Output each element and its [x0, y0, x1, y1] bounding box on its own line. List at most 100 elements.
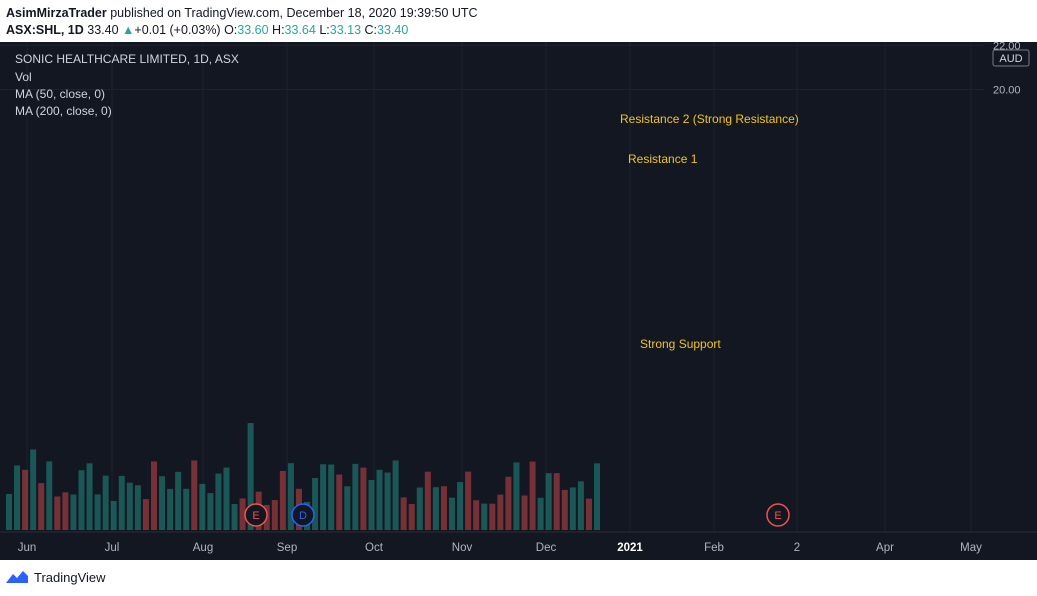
volume-bar	[376, 469, 383, 530]
legend-title: SONIC HEALTHCARE LIMITED, 1D, ASX	[15, 52, 239, 66]
volume-bar	[336, 474, 343, 530]
high-value: 33.64	[284, 23, 316, 37]
publish-info: AsimMirzaTrader published on TradingView…	[6, 6, 478, 20]
currency-label: AUD	[999, 53, 1022, 65]
x-tick-label: Jul	[105, 542, 120, 554]
x-tick-label: 2021	[617, 542, 643, 554]
annotation-resistance-2: Resistance 2 (Strong Resistance)	[620, 112, 799, 126]
volume-bar	[553, 473, 560, 530]
footer-brand[interactable]: TradingView	[34, 570, 106, 585]
volume-bar	[215, 473, 222, 530]
volume-bar	[86, 463, 93, 530]
volume-bar	[537, 497, 544, 530]
x-tick-label: Apr	[876, 542, 894, 554]
x-tick-label: Dec	[536, 542, 557, 554]
volume-bar	[569, 487, 576, 530]
annotation-resistance-1: Resistance 1	[628, 152, 698, 166]
x-tick-label: Sep	[277, 542, 297, 554]
x-tick-label: Oct	[365, 542, 384, 554]
volume-bar	[279, 470, 286, 530]
volume-bar	[545, 473, 552, 530]
volume-bar	[505, 476, 512, 530]
earnings-icon	[766, 503, 790, 527]
time-axis[interactable]: Jun Jul Aug Sep Oct Nov Dec 2021 Feb 2 Apr May	[0, 531, 1037, 554]
x-tick-label: May	[960, 542, 982, 554]
volume-bar	[134, 485, 141, 530]
volume-bar	[449, 497, 456, 530]
volume-bar	[529, 461, 536, 530]
volume-bar	[159, 476, 166, 530]
symbol-label: ASX:SHL, 1D	[6, 23, 84, 37]
volume-bar	[320, 464, 327, 530]
price-chart[interactable]: 36.7434.7233.4032.0631.3527.3126.4820.00…	[0, 42, 1037, 560]
volume-bar	[360, 467, 367, 530]
volume-bar	[30, 449, 37, 530]
volume-bar	[489, 503, 496, 530]
volume-bar	[328, 464, 335, 530]
volume-bar	[368, 480, 375, 530]
volume-bar	[247, 423, 254, 530]
legend-ma50: MA (50, close, 0)	[15, 87, 106, 101]
volume-bar	[594, 463, 600, 530]
volume-bar	[481, 503, 488, 530]
volume-bar	[70, 494, 77, 530]
volume-bar	[46, 461, 53, 530]
high-label: H:	[272, 23, 285, 37]
author-name[interactable]: AsimMirzaTrader	[6, 6, 107, 20]
volume-bar	[118, 475, 125, 530]
low-value: 33.13	[329, 23, 362, 37]
volume-bar	[38, 483, 45, 530]
volume-bar	[78, 470, 85, 530]
volume-bar	[271, 500, 278, 530]
last-price: 33.40	[87, 23, 119, 37]
volume-bar	[521, 495, 528, 530]
close-value: 33.40	[377, 23, 409, 37]
volume-bar	[239, 498, 246, 530]
volume-bar	[167, 488, 174, 530]
volume-bar	[287, 463, 294, 530]
ohlc-line: ASX:SHL, 1D 33.40 ▲+0.01 (+0.03%) O:33.6…	[6, 23, 408, 37]
annotation-strong-support: Strong Support	[640, 337, 721, 351]
volume-bar	[22, 469, 29, 530]
volume-bar	[400, 497, 407, 530]
volume-bar	[408, 504, 415, 530]
volume-bar	[440, 486, 447, 530]
legend-ma200: MA (200, close, 0)	[15, 104, 112, 118]
x-tick-label: 2	[794, 542, 800, 554]
volume-bar	[457, 482, 464, 530]
event-label: D	[299, 510, 307, 522]
volume-bar	[473, 500, 480, 530]
volume-bar	[14, 465, 21, 530]
volume-bar	[344, 486, 351, 530]
volume-bar	[416, 487, 423, 530]
volume-bar	[312, 477, 319, 530]
publish-header: AsimMirzaTrader published on TradingView…	[0, 0, 1037, 42]
volume-bar	[207, 493, 214, 530]
x-tick-label: Nov	[452, 542, 473, 554]
volume-bar	[513, 462, 520, 530]
y-tick-label: 20.00	[993, 85, 1021, 97]
dividend-icon	[291, 503, 315, 527]
volume-bar	[175, 471, 182, 530]
volume-bar	[94, 494, 101, 530]
volume-bar	[62, 492, 69, 530]
open-value: 33.60	[237, 23, 269, 37]
volume-bar	[223, 467, 230, 530]
change-arrow-icon: ▲	[122, 23, 135, 37]
x-tick-label: Aug	[193, 542, 213, 554]
earnings-icon	[244, 503, 268, 527]
footer: TradingView	[0, 560, 1037, 596]
x-tick-label: Feb	[704, 542, 724, 554]
price-axis[interactable]: 36.7434.7233.4032.0631.3527.3126.4820.00…	[986, 42, 1030, 97]
volume-bar	[497, 494, 504, 530]
volume-bar	[142, 499, 149, 530]
event-label: E	[774, 510, 781, 522]
volume-bar	[577, 481, 584, 530]
volume-bar	[54, 496, 61, 530]
open-label: O:	[224, 23, 238, 37]
close-label: C:	[364, 23, 378, 37]
volume-bar	[183, 488, 190, 530]
currency-badge	[992, 49, 1030, 67]
volume-bar	[585, 498, 592, 530]
